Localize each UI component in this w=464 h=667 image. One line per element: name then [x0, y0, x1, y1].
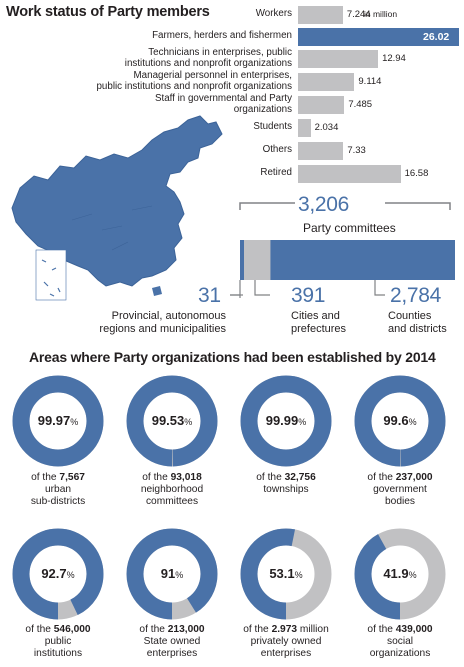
chart-title: Work status of Party members: [6, 4, 210, 20]
committee-label: Cities and prefectures: [291, 310, 347, 335]
bar-0: [298, 6, 343, 24]
committee-segment: [244, 240, 271, 280]
donut-share: [354, 375, 446, 467]
donut-chart: [240, 528, 332, 620]
donut-caption: of the 2.973 million privately owned enter…: [243, 624, 329, 659]
committee-label: Provincial, autonomous regions and munici…: [99, 310, 226, 335]
donut-caption: of the 237,000 government bodies: [367, 472, 433, 507]
china-map-icon: [11, 115, 223, 301]
bar-4: [298, 96, 345, 114]
donut-percent: 99.6%: [383, 413, 417, 428]
donut-share: [12, 375, 104, 467]
donut-percent: 92.7%: [41, 566, 75, 581]
donut-chart: [12, 528, 104, 620]
donut-share: [12, 528, 104, 620]
bar-7: [298, 165, 401, 183]
donut-chart: [240, 375, 332, 467]
committee-label: Counties and districts: [388, 310, 447, 335]
donut-share: [126, 375, 218, 467]
bar-2: [298, 50, 379, 68]
donut-caption: of the 93,018 neighborhood committees: [140, 472, 204, 507]
donut-share: [240, 375, 332, 467]
donut-caption: of the 32,756 townships: [256, 472, 316, 495]
bar-value-label: 16.58: [404, 168, 429, 179]
donut-caption: of the 7,567 urban sub-districts: [30, 472, 86, 507]
donuts-title: Areas where Party organizations had been…: [29, 349, 436, 365]
category-label: Managerial personnel in enterprises, publ…: [96, 70, 292, 92]
bar-value-label: 26.02: [423, 31, 450, 43]
donut-chart: [354, 528, 446, 620]
committee-segment: [240, 240, 244, 280]
bar-value-label: 7.244: [346, 9, 371, 20]
bar-value-label: 2.034: [314, 122, 339, 133]
bar-value-label: 7.33: [347, 145, 366, 156]
donut-chart: [354, 375, 446, 467]
donut-percent: 99.99%: [265, 413, 307, 428]
committee-value: 391: [291, 284, 326, 307]
category-label: Students: [253, 121, 292, 132]
category-label: Retired: [260, 167, 292, 178]
donut-percent: 99.53%: [151, 413, 193, 428]
bar-1: [298, 28, 459, 46]
donut-chart: [126, 375, 218, 467]
category-label: Workers: [255, 8, 292, 19]
donut-percent: 99.97%: [37, 413, 79, 428]
donut-caption: of the 213,000 State owned enterprises: [139, 624, 205, 659]
committees-chart: [230, 202, 455, 298]
category-label: Others: [262, 144, 292, 155]
donut-percent: 53.1%: [269, 566, 303, 581]
committee-value: 31: [198, 284, 221, 307]
bar-value-label: 7.485: [348, 99, 373, 110]
donut-percent: 91%: [160, 566, 184, 581]
committees-total: 3,206: [298, 193, 350, 216]
donut-caption: of the 546,000 public institutions: [25, 624, 91, 659]
unit-label: in million: [364, 9, 398, 19]
bar-value-label: 9.114: [358, 76, 382, 87]
committees-title: Party committees: [303, 221, 396, 235]
donut-caption: of the 439,000 social organizations: [367, 624, 433, 659]
category-label: Farmers, herders and fishermen: [152, 30, 292, 41]
bar-6: [298, 142, 344, 160]
bar-5: [298, 119, 311, 137]
committee-segment: [270, 240, 455, 280]
bar-3: [298, 73, 355, 91]
donut-percent: 41.9%: [383, 566, 417, 581]
donut-share: [240, 528, 332, 620]
donut-chart: [12, 375, 104, 467]
donut-share: [354, 528, 446, 620]
donut-share: [126, 528, 218, 620]
category-label: Technicians in enterprises, public instit…: [124, 47, 292, 69]
donut-chart: [126, 528, 218, 620]
committee-value: 2,784: [390, 284, 442, 307]
bar-value-label: 12.94: [382, 53, 406, 64]
category-label: Staff in governmental and Party organizat…: [154, 93, 292, 115]
